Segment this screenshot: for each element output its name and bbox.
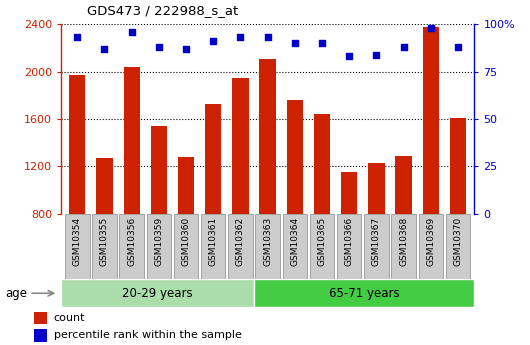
- Bar: [174, 214, 198, 279]
- Text: GSM10355: GSM10355: [100, 217, 109, 266]
- Bar: [96, 158, 112, 309]
- Bar: [260, 59, 276, 309]
- Bar: [123, 67, 140, 309]
- Text: GSM10362: GSM10362: [236, 217, 245, 266]
- Text: age: age: [5, 287, 28, 300]
- Point: [155, 44, 163, 50]
- Text: GSM10364: GSM10364: [290, 217, 299, 266]
- Text: GSM10360: GSM10360: [182, 217, 191, 266]
- Text: GSM10369: GSM10369: [426, 217, 435, 266]
- Bar: [151, 126, 167, 309]
- Text: GSM10363: GSM10363: [263, 217, 272, 266]
- Bar: [232, 78, 249, 309]
- Text: count: count: [54, 313, 85, 323]
- Text: GSM10365: GSM10365: [317, 217, 326, 266]
- Bar: [34, 312, 47, 324]
- Point: [400, 44, 408, 50]
- Point: [454, 44, 462, 50]
- Bar: [228, 214, 253, 279]
- Text: GSM10356: GSM10356: [127, 217, 136, 266]
- Bar: [287, 100, 303, 309]
- Bar: [364, 214, 388, 279]
- Bar: [419, 214, 443, 279]
- Point: [263, 35, 272, 40]
- Bar: [395, 156, 412, 309]
- Text: GSM10370: GSM10370: [454, 217, 463, 266]
- Bar: [34, 329, 47, 342]
- Bar: [147, 214, 171, 279]
- Bar: [61, 279, 254, 307]
- Bar: [254, 279, 474, 307]
- Text: GSM10361: GSM10361: [209, 217, 218, 266]
- Bar: [337, 214, 361, 279]
- Bar: [65, 214, 90, 279]
- Bar: [255, 214, 280, 279]
- Bar: [368, 163, 385, 309]
- Point: [127, 29, 136, 34]
- Point: [290, 40, 299, 46]
- Text: GSM10368: GSM10368: [399, 217, 408, 266]
- Bar: [205, 104, 222, 309]
- Text: GSM10366: GSM10366: [344, 217, 354, 266]
- Bar: [119, 214, 144, 279]
- Bar: [178, 157, 194, 309]
- Bar: [446, 214, 470, 279]
- Point: [345, 53, 354, 59]
- Point: [318, 40, 326, 46]
- Text: GDS473 / 222988_s_at: GDS473 / 222988_s_at: [87, 4, 238, 17]
- Text: GSM10359: GSM10359: [154, 217, 163, 266]
- Point: [209, 38, 217, 44]
- Point: [236, 35, 245, 40]
- Text: GSM10354: GSM10354: [73, 217, 82, 266]
- Bar: [310, 214, 334, 279]
- Point: [182, 46, 190, 51]
- Bar: [391, 214, 416, 279]
- Text: percentile rank within the sample: percentile rank within the sample: [54, 331, 241, 340]
- Bar: [92, 214, 117, 279]
- Bar: [69, 75, 85, 309]
- Text: 65-71 years: 65-71 years: [329, 287, 400, 300]
- Point: [100, 46, 109, 51]
- Bar: [423, 27, 439, 309]
- Bar: [201, 214, 225, 279]
- Point: [427, 25, 435, 31]
- Text: 20-29 years: 20-29 years: [122, 287, 193, 300]
- Bar: [450, 118, 466, 309]
- Text: GSM10367: GSM10367: [372, 217, 381, 266]
- Bar: [282, 214, 307, 279]
- Bar: [314, 114, 330, 309]
- Point: [73, 35, 82, 40]
- Point: [372, 52, 381, 57]
- Bar: [341, 172, 357, 309]
